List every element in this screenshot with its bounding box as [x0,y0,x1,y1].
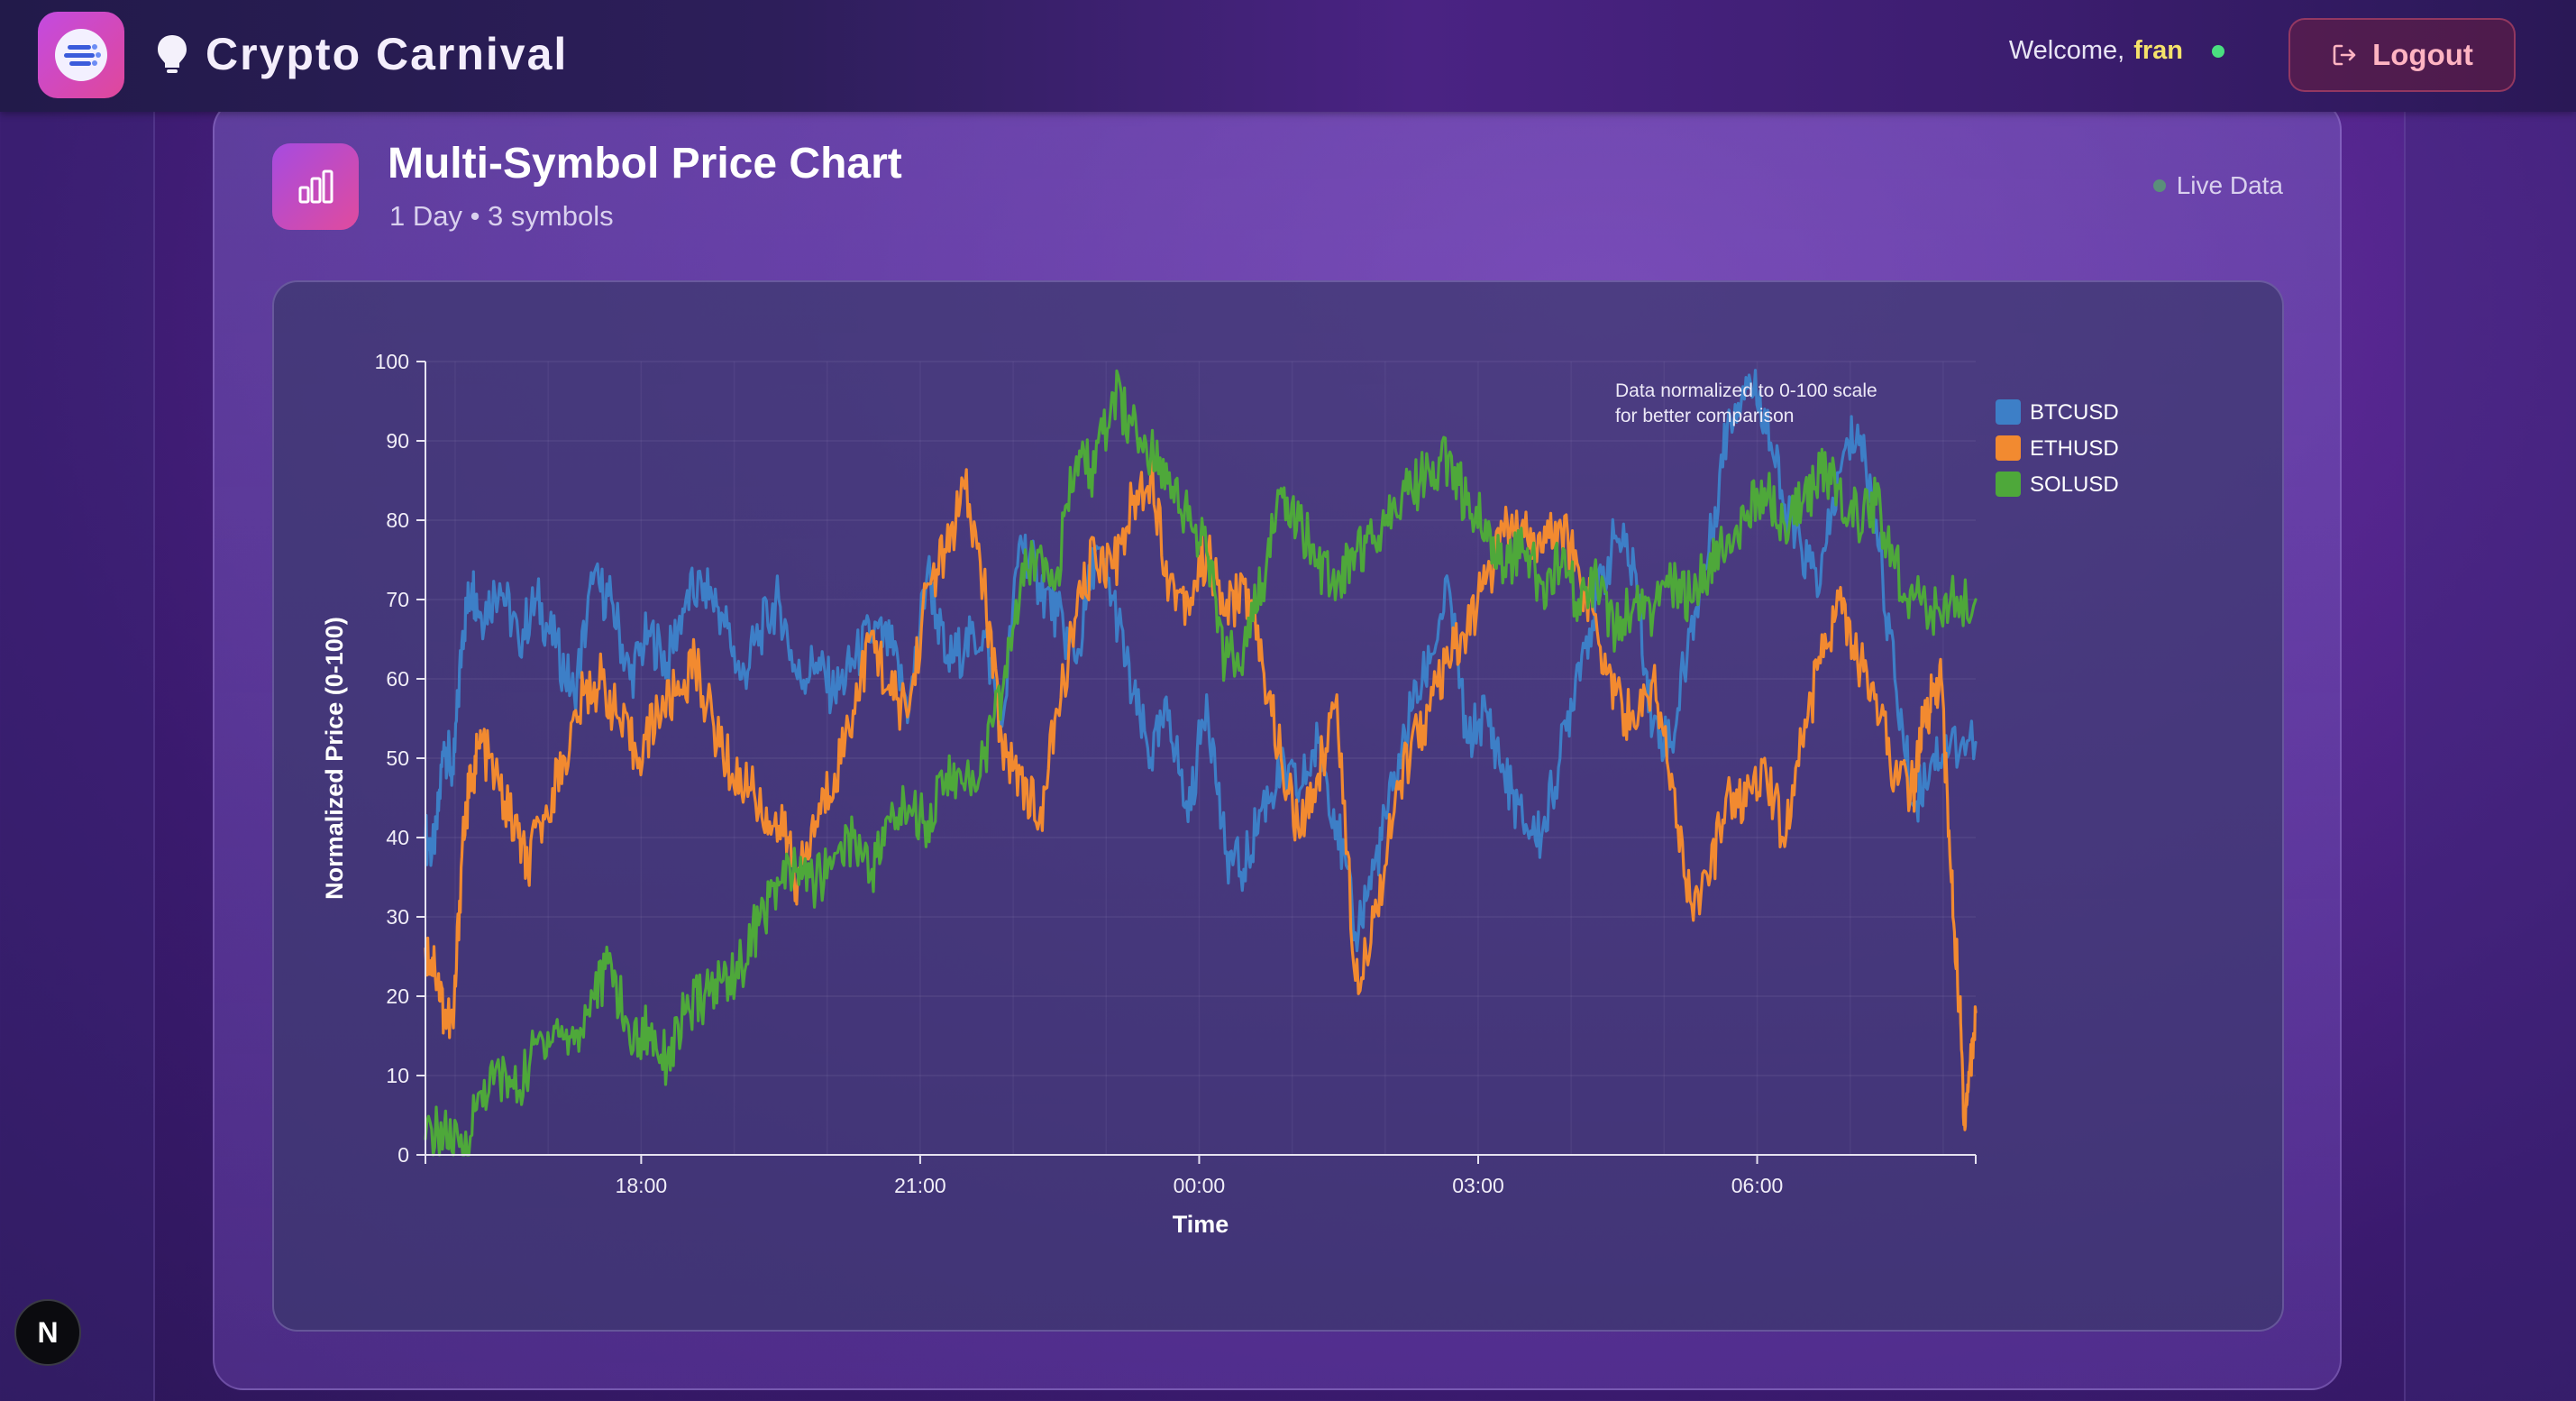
live-data-indicator: Live Data [2152,171,2283,200]
x-tick-label: 21:00 [894,1174,946,1197]
logout-button[interactable]: Logout [2288,18,2516,92]
y-tick-label: 50 [386,746,409,770]
logout-icon [2333,44,2356,66]
normalization-note: for better comparison [1615,406,1794,426]
card-title: Multi-Symbol Price Chart [388,140,902,188]
live-data-label: Live Data [2176,171,2283,199]
x-tick-label: 00:00 [1174,1174,1226,1197]
y-tick-label: 80 [386,508,409,532]
legend-swatch-ethusd [1996,435,2021,461]
welcome-label: Welcome, [2008,36,2125,65]
series-line-ethusd [424,459,1978,1131]
legend-label-btcusd: BTCUSD [2030,400,2119,425]
app-title: Crypto Carnival [206,29,569,79]
bar-chart-icon [272,143,359,230]
y-tick-label: 0 [397,1143,409,1167]
next-badge-letter: N [37,1315,59,1349]
price-line-chart: 0 10 20 30 40 50 60 70 80 90 100 18:00 21:00 00:00 03:… [321,350,2119,1238]
x-tick-label: 18:00 [616,1174,668,1197]
y-axis-title: Normalized Price (0-100) [321,617,348,900]
y-tick-label: 40 [386,826,409,849]
welcome-message: Welcome, fran [2009,36,2224,66]
y-tick-label: 30 [386,905,409,929]
y-tick-label: 10 [386,1064,409,1087]
y-tick-label: 20 [386,984,409,1008]
legend-swatch-solusd [1996,472,2021,497]
card-subtitle: 1 Day • 3 symbols [389,200,614,232]
logout-label: Logout [2372,38,2473,71]
left-panel [0,112,155,1401]
username: fran [2133,36,2183,65]
series-line-solusd [424,369,1978,1157]
legend-swatch-btcusd [1996,399,2021,425]
y-tick-label: 90 [386,429,409,453]
series-line-btcusd [424,369,1978,953]
right-panel [2404,112,2576,1401]
nextjs-icon[interactable]: N [14,1299,81,1366]
x-axis-title: Time [1173,1211,1229,1238]
top-navbar: Crypto Carnival Welcome, fran Logout [0,0,2576,112]
lightbulb-icon [158,35,187,73]
y-tick-label: 70 [386,588,409,611]
y-tick-label: 100 [375,350,409,373]
x-tick-label: 06:00 [1731,1174,1784,1197]
live-status-dot [2152,179,2166,192]
app-logo-icon[interactable] [38,12,124,98]
legend-label-solusd: SOLUSD [2030,472,2119,497]
legend-label-ethusd: ETHUSD [2030,436,2119,461]
online-status-dot [2212,44,2224,58]
app-brand: Crypto Carnival [155,25,568,83]
x-tick-label: 03:00 [1452,1174,1504,1197]
y-tick-label: 60 [386,667,409,691]
normalization-note: Data normalized to 0-100 scale [1615,380,1877,401]
